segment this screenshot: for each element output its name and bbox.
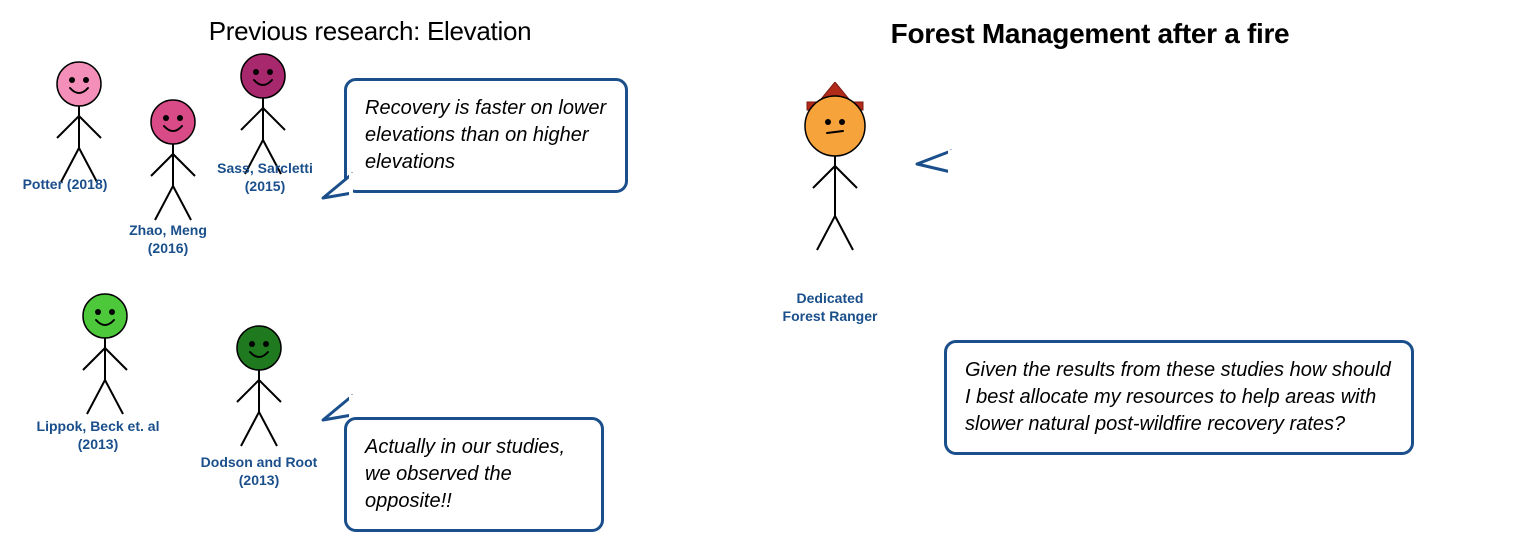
caption-dodson: Dodson and Root (2013) (184, 454, 334, 489)
bubble-group2-tail (319, 392, 353, 422)
caption-lippok: Lippok, Beck et. al (2013) (18, 418, 178, 453)
bubble-ranger-tail (912, 146, 952, 180)
bubble-group1-tail (319, 170, 353, 200)
right-title: Forest Management after a fire (780, 18, 1400, 50)
bubble-group2-text: Actually in our studies, we observed the… (365, 436, 565, 512)
left-title: Previous research: Elevation (160, 16, 580, 47)
bubble-ranger: Given the results from these studies how… (944, 340, 1414, 455)
bubble-group2: Actually in our studies, we observed the… (344, 417, 604, 532)
figure-ranger (770, 82, 900, 282)
caption-ranger: Dedicated Forest Ranger (760, 290, 900, 325)
figure-potter (34, 58, 124, 188)
bubble-ranger-text: Given the results from these studies how… (965, 359, 1391, 435)
bubble-group1-text: Recovery is faster on lower elevations t… (365, 97, 606, 173)
bubble-group1: Recovery is faster on lower elevations t… (344, 78, 628, 193)
figure-lippok (60, 290, 150, 420)
caption-potter: Potter (2018) (10, 176, 120, 194)
caption-sass: Sass, Sarcletti (2015) (200, 160, 330, 195)
figure-dodson (214, 322, 304, 452)
caption-zhao: Zhao, Meng (2016) (108, 222, 228, 257)
